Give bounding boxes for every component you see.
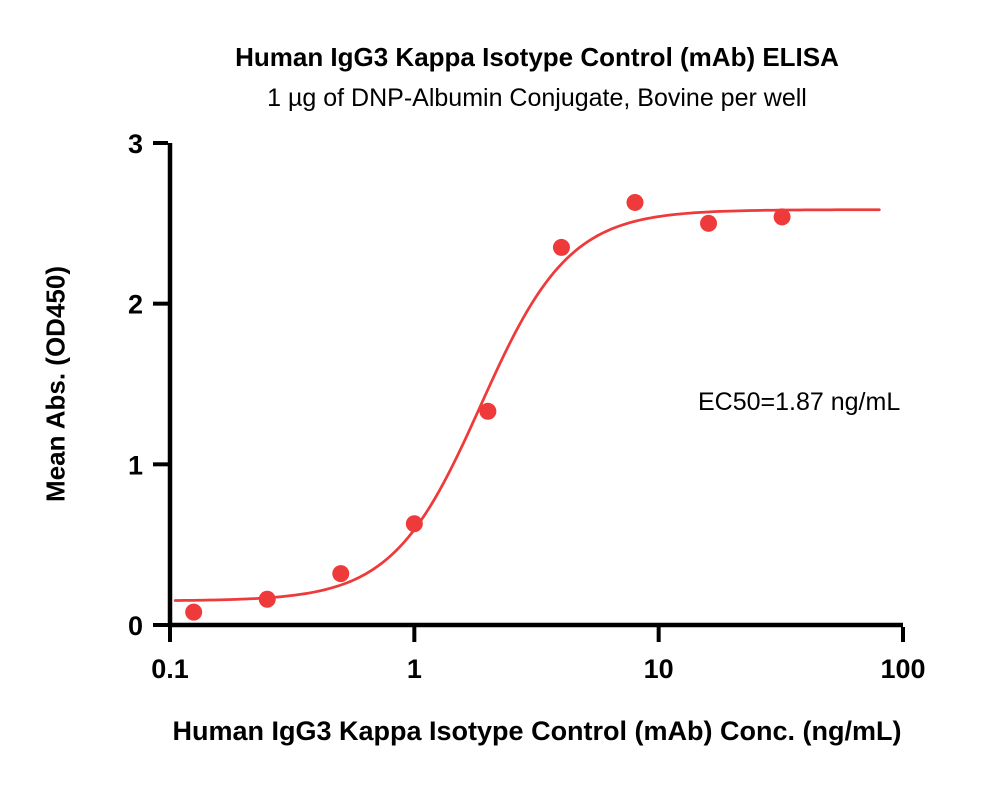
chart-title: Human IgG3 Kappa Isotype Control (mAb) E… [235, 42, 839, 72]
data-point [405, 515, 423, 533]
y-axis-label: Mean Abs. (OD450) [40, 266, 71, 502]
x-tick-label: 100 [880, 654, 925, 684]
data-point [552, 238, 570, 256]
fit-curve [173, 208, 881, 602]
y-tick-label: 0 [128, 611, 143, 641]
data-point [479, 402, 497, 420]
y-tick-label: 2 [128, 290, 143, 320]
data-point [773, 208, 791, 226]
x-tick-label: 0.1 [151, 654, 189, 684]
x-tick-label: 1 [407, 654, 422, 684]
chart-subtitle: 1 µg of DNP-Albumin Conjugate, Bovine pe… [267, 84, 807, 112]
y-tick-label: 3 [128, 129, 143, 159]
data-point [700, 214, 718, 232]
x-axis-label: Human IgG3 Kappa Isotype Control (mAb) C… [172, 716, 902, 746]
y-tick-label: 1 [128, 450, 143, 480]
axis-spine [167, 143, 903, 628]
data-point [626, 193, 644, 211]
data-point [185, 603, 203, 621]
ec50-annotation: EC50=1.87 ng/mL [698, 388, 901, 416]
x-tick-label: 10 [644, 654, 674, 684]
data-point [332, 565, 350, 583]
data-point [258, 590, 276, 608]
